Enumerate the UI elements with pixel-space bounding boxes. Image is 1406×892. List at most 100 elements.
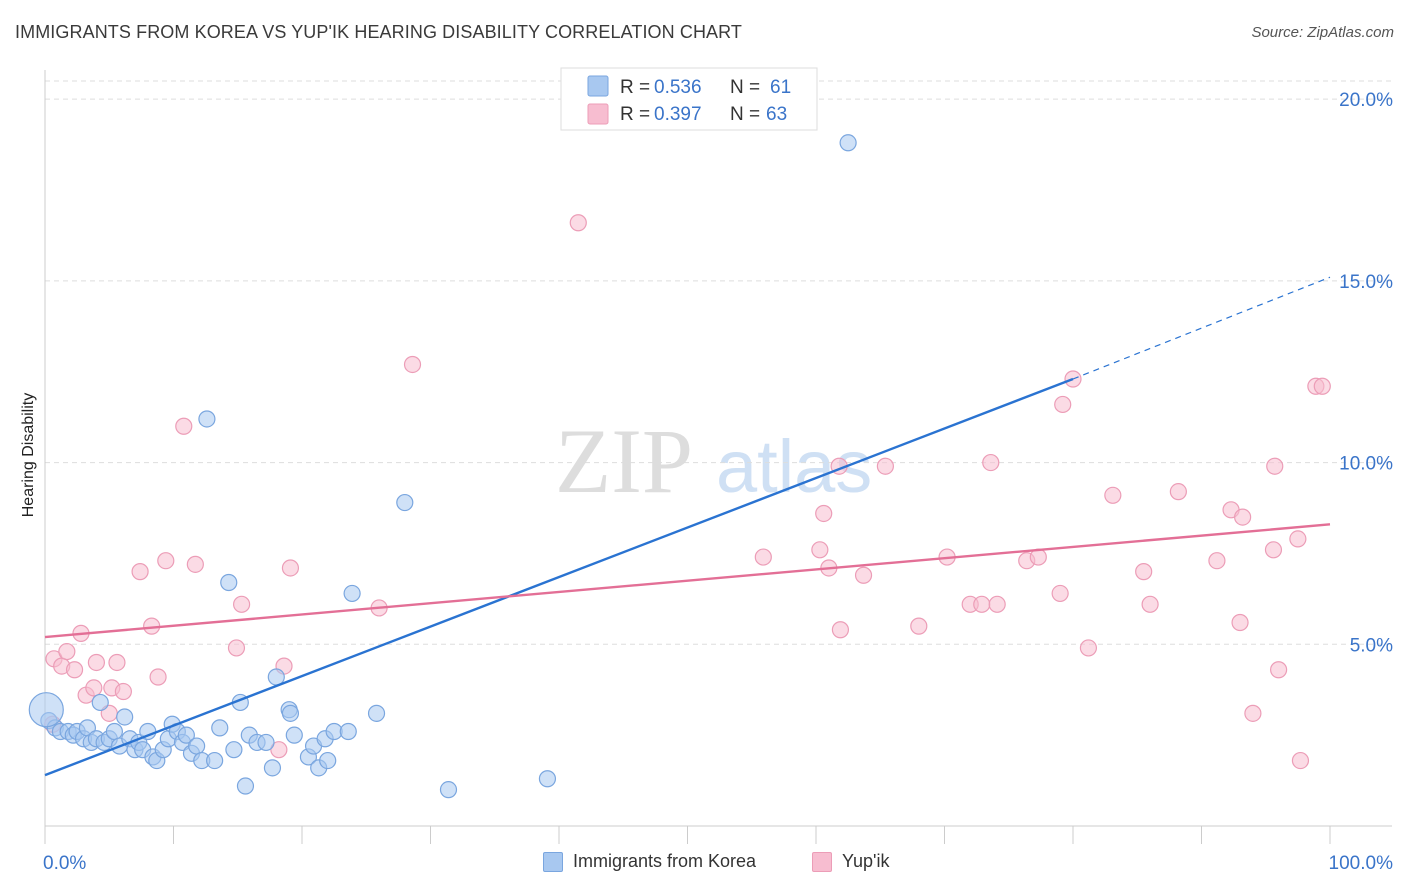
legend-pink-n-value: 63 bbox=[766, 104, 787, 125]
korea-point bbox=[220, 573, 238, 592]
yupik-point bbox=[811, 541, 829, 559]
korea-point bbox=[91, 693, 109, 712]
yupik-point bbox=[233, 595, 251, 613]
korea-point bbox=[236, 777, 255, 795]
legend-item-korea: Immigrants from Korea bbox=[543, 851, 756, 872]
korea-point bbox=[105, 722, 123, 741]
yupik-point bbox=[1266, 457, 1284, 475]
korea-point bbox=[28, 692, 64, 728]
y-tick-label: 5.0% bbox=[1350, 635, 1393, 656]
yupik-point bbox=[1208, 552, 1226, 570]
yupik-point bbox=[1231, 613, 1249, 632]
legend-blue-n-value: 61 bbox=[770, 77, 791, 98]
yupik-point bbox=[1264, 541, 1283, 559]
korea-point bbox=[263, 759, 282, 777]
legend-blue-r-label: R = bbox=[620, 77, 650, 98]
yupik-point bbox=[754, 548, 772, 566]
legend-top: R = 0.536 N = 61 R = 0.397 N = 63 bbox=[560, 67, 818, 131]
legend-yupik-label: Yup'ik bbox=[842, 851, 890, 871]
yupik-point bbox=[1169, 483, 1187, 501]
yupik-point bbox=[1234, 508, 1252, 526]
legend-blue-n-label: N = bbox=[730, 77, 760, 98]
yupik-point bbox=[988, 595, 1006, 613]
yupik-point bbox=[114, 682, 132, 701]
legend-korea-swatch bbox=[543, 851, 563, 872]
yupik-point bbox=[108, 653, 126, 672]
korea-point bbox=[343, 584, 361, 603]
yupik-point bbox=[87, 653, 106, 672]
yupik-point bbox=[831, 621, 850, 639]
yupik-point bbox=[175, 417, 193, 435]
legend-yupik-swatch bbox=[812, 851, 832, 872]
korea-point bbox=[319, 751, 337, 770]
korea-point bbox=[211, 719, 229, 737]
yupik-point bbox=[1244, 704, 1262, 722]
yupik-point bbox=[227, 639, 246, 657]
y-tick-label: 15.0% bbox=[1339, 272, 1393, 293]
legend-bottom: Immigrants from Korea Yup'ik bbox=[0, 851, 1406, 877]
yupik-point bbox=[815, 504, 833, 523]
yupik-point bbox=[186, 555, 204, 573]
x-tick-label-min: 0.0% bbox=[43, 853, 86, 874]
korea-trend-line bbox=[44, 377, 1074, 777]
korea-point bbox=[285, 726, 303, 744]
legend-pink-n-label: N = bbox=[730, 104, 760, 125]
korea-point bbox=[339, 722, 357, 741]
yupik-point bbox=[973, 595, 991, 613]
legend-pink-r-label: R = bbox=[620, 104, 650, 125]
yupik-point bbox=[131, 563, 149, 581]
yupik-point bbox=[1269, 661, 1288, 679]
korea-point bbox=[116, 708, 134, 726]
yupik-point bbox=[876, 457, 894, 475]
yupik-point bbox=[910, 617, 928, 635]
yupik-point bbox=[85, 679, 103, 697]
korea-point bbox=[177, 726, 195, 744]
korea-point bbox=[206, 751, 224, 770]
yupik-point bbox=[1079, 639, 1098, 657]
korea-point bbox=[396, 493, 414, 512]
yupik-point bbox=[854, 566, 873, 584]
yupik-point bbox=[1313, 377, 1331, 395]
legend-pink-r-value: 0.397 bbox=[654, 104, 702, 125]
y-tick-label: 20.0% bbox=[1339, 90, 1393, 111]
y-tick-label: 10.0% bbox=[1339, 454, 1393, 475]
korea-points bbox=[28, 134, 857, 799]
korea-point bbox=[257, 733, 275, 752]
korea-point bbox=[198, 410, 216, 428]
yupik-point bbox=[982, 453, 1000, 472]
korea-point bbox=[225, 741, 243, 759]
yupik-point bbox=[270, 741, 288, 759]
korea-point bbox=[439, 781, 458, 799]
axes: 0.0% 100.0% bbox=[43, 70, 1393, 874]
yupik-point bbox=[1054, 395, 1072, 414]
legend-korea-label: Immigrants from Korea bbox=[573, 851, 757, 871]
yupik-point bbox=[1291, 751, 1310, 770]
yupik-point bbox=[157, 552, 175, 570]
yupik-point bbox=[65, 661, 84, 679]
korea-point bbox=[538, 770, 557, 788]
yupik-point bbox=[1141, 595, 1159, 613]
legend-pink-swatch bbox=[587, 103, 609, 125]
korea-point bbox=[281, 704, 300, 722]
korea-trend-extension bbox=[1072, 276, 1331, 380]
yupik-point bbox=[58, 642, 76, 661]
gridlines: 5.0% 10.0% 15.0% 20.0% bbox=[45, 80, 1393, 656]
trend-lines bbox=[44, 276, 1331, 777]
yupik-point bbox=[149, 668, 167, 686]
source-label: Source: ZipAtlas.com bbox=[1251, 24, 1394, 41]
watermark-zip: ZIP bbox=[555, 410, 693, 512]
yupik-point bbox=[281, 559, 300, 577]
yupik-point bbox=[1135, 563, 1153, 581]
yupik-point bbox=[569, 214, 587, 232]
legend-item-yupik: Yup'ik bbox=[812, 851, 889, 872]
yupik-point bbox=[403, 355, 422, 374]
korea-point bbox=[188, 737, 206, 755]
yupik-point bbox=[1051, 584, 1069, 603]
legend-blue-swatch bbox=[587, 75, 609, 97]
korea-point bbox=[839, 134, 857, 152]
x-tick-label-max: 100.0% bbox=[1329, 853, 1394, 874]
legend-blue-r-value: 0.536 bbox=[654, 77, 702, 98]
korea-point bbox=[367, 704, 386, 722]
yupik-point bbox=[1289, 530, 1307, 548]
